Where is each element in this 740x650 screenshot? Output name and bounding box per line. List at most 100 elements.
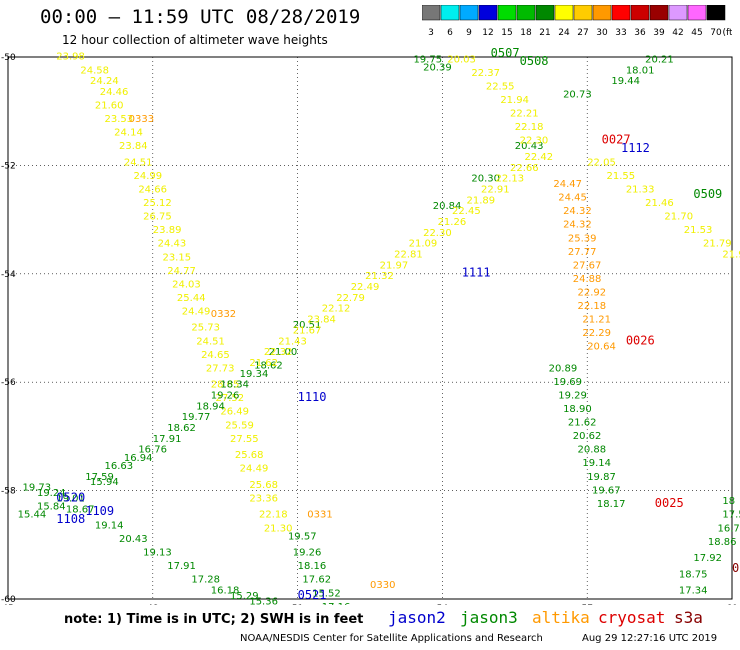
wave-height-reading: 16.77 (718, 523, 740, 534)
wave-height-reading: 27.55 (230, 434, 259, 445)
wave-height-reading: 20.39 (423, 63, 452, 74)
wave-height-reading: 26.75 (143, 212, 172, 223)
wave-height-reading: 22.32 (264, 347, 293, 358)
wave-height-reading: 20.43 (515, 141, 544, 152)
wave-height-reading: 0333 (129, 114, 154, 125)
wave-height-reading: 22.79 (336, 293, 365, 304)
wave-height-reading: 19.01 (56, 493, 85, 504)
wave-height-reading: 22.05 (587, 157, 616, 168)
wave-height-reading: 25.73 (191, 323, 220, 334)
wave-height-reading: 17.91 (153, 434, 182, 445)
wave-height-reading: 21.09 (409, 239, 438, 250)
scale-swatch (478, 4, 498, 21)
pass-time-label: 0507 (491, 46, 520, 60)
lat-tick-label: -58 (1, 487, 16, 497)
lat-tick-label: -50 (1, 53, 16, 63)
wave-height-reading: 19.13 (143, 548, 172, 559)
lat-tick-label: -52 (1, 161, 16, 171)
wave-height-reading: 24.58 (80, 65, 109, 76)
wave-height-reading: 24.49 (240, 464, 269, 475)
wave-height-reading: 26.49 (220, 407, 249, 418)
scale-swatch (554, 4, 574, 21)
lat-tick-label: -56 (1, 378, 16, 388)
wave-height-reading: 21.55 (607, 171, 636, 182)
wave-height-reading: 24.88 (573, 274, 602, 285)
wave-height-reading: 18.90 (563, 404, 592, 415)
wave-height-reading: 19.44 (611, 76, 640, 87)
pass-time-label: 1108 (56, 512, 85, 526)
wave-height-reading: 21.89 (467, 195, 496, 206)
wave-height-reading: 16.63 (105, 461, 134, 472)
wave-height-reading: 21.70 (664, 212, 693, 223)
wave-height-reading: 22.18 (259, 510, 288, 521)
wave-height-reading: 15.84 (37, 502, 66, 513)
wave-height-reading: 27.52 (216, 393, 245, 404)
wave-height-reading: 21.33 (626, 185, 655, 196)
wave-height-reading: 20.88 (578, 445, 607, 456)
wave-height-reading: 23.15 (162, 252, 191, 263)
wave-height-reading: 20.84 (433, 201, 462, 212)
wave-height-reading: 0332 (211, 309, 236, 320)
scale-label: 18 (520, 28, 532, 38)
wave-height-reading: 19.57 (288, 531, 317, 542)
wave-height-reading: 0331 (307, 510, 332, 521)
scale-label: 42 (672, 28, 683, 38)
wave-height-map: 45 48 51 54 57 60 -50 -52 -54 -56 -58 -60 23.98 24.58… (1, 46, 740, 605)
wave-height-reading: 20.51 (293, 320, 322, 331)
pass-time-label: 1111 (462, 266, 491, 280)
scale-unit: (ft) (722, 28, 732, 38)
satellite-legend-cryosat: cryosat (598, 608, 666, 627)
credit-line: NOAA/NESDIS Center for Satellite Applica… (240, 633, 543, 644)
wave-height-reading: 22.45 (452, 206, 481, 217)
wave-height-reading: 19.67 (592, 485, 621, 496)
lon-tick-label: 57 (581, 604, 592, 605)
wave-height-reading: 22.42 (524, 152, 553, 163)
wave-height-reading: 15.52 (312, 588, 341, 599)
wave-height-reading: 17.5 (722, 510, 740, 521)
scale-label: 6 (447, 28, 453, 38)
wave-height-reading: 21.67 (293, 325, 322, 336)
wave-height-reading: 21.30 (264, 523, 293, 534)
wave-height-reading: 19.75 (413, 54, 442, 65)
pass-time-label: 1112 (621, 141, 650, 155)
lon-tick-label: 60 (726, 604, 738, 605)
wave-height-reading: 22.92 (578, 287, 607, 298)
wave-height-reading: 22.13 (495, 174, 524, 185)
scale-swatch (516, 4, 536, 21)
lon-tick-label: 45 (2, 604, 13, 605)
wave-height-reading: 19.26 (293, 548, 322, 559)
wave-height-reading: 19.34 (240, 369, 269, 380)
wave-height-reading: 20.64 (587, 342, 616, 353)
lon-tick-label: 48 (147, 604, 159, 605)
wave-height-reading: 17.34 (679, 586, 708, 597)
wave-height-reading: 19.73 (22, 483, 51, 494)
wave-height-reading: 15.44 (18, 510, 47, 521)
wave-height-reading: 25.68 (235, 450, 264, 461)
wave-height-reading: 18 (722, 496, 735, 507)
wave-height-reading: 24.43 (158, 239, 187, 250)
wave-height-reading: 21.94 (500, 95, 529, 106)
wave-height-reading: 22.66 (510, 163, 539, 174)
wave-height-reading: 24.51 (196, 336, 225, 347)
wave-height-reading: 24.03 (172, 279, 201, 290)
wave-height-reading: 22.30 (520, 136, 549, 147)
pass-time-label: 0508 (520, 54, 549, 68)
lat-tick-label: -60 (1, 595, 16, 605)
wave-height-reading: 25.59 (225, 420, 254, 431)
wave-height-reading: 19.24 (37, 488, 66, 499)
wave-height-reading: 20.43 (119, 534, 148, 545)
lon-tick-label: 54 (437, 604, 449, 605)
scale-swatch (440, 4, 460, 21)
wave-height-reading: 17.92 (693, 553, 722, 564)
wave-height-reading: 20.73 (563, 90, 592, 101)
wave-height-reading: 17.28 (191, 575, 220, 586)
wave-height-reading: 19.29 (558, 390, 587, 401)
wave-height-reading: 21.21 (582, 315, 611, 326)
wave-height-reading: 16.76 (138, 445, 167, 456)
scale-label: 70 (710, 28, 722, 38)
pass-time-label: 0 (732, 561, 739, 575)
wave-height-reading: 18.01 (626, 65, 655, 76)
scale-swatch (611, 4, 631, 21)
scale-swatch (535, 4, 555, 21)
